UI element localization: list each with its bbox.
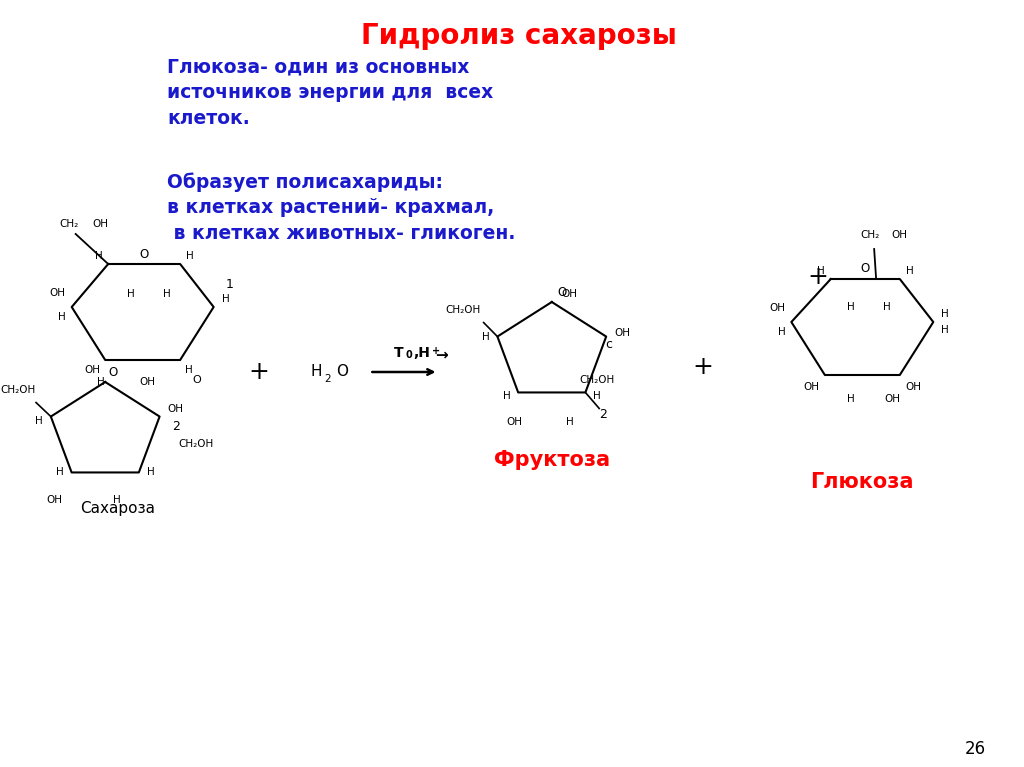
Text: +: +: [431, 346, 439, 356]
Text: 2: 2: [324, 374, 331, 384]
Text: H: H: [847, 302, 854, 312]
Text: O: O: [557, 285, 566, 298]
Text: OH: OH: [905, 382, 922, 392]
Text: 1: 1: [225, 278, 233, 291]
Text: H: H: [35, 416, 43, 426]
Text: H: H: [97, 377, 105, 387]
Text: Глюкоза: Глюкоза: [811, 472, 914, 492]
Text: H: H: [503, 391, 510, 401]
Text: +: +: [249, 360, 269, 384]
Text: H: H: [777, 327, 785, 337]
Text: с: с: [605, 337, 612, 351]
Text: 2: 2: [599, 407, 607, 420]
Text: OH: OH: [168, 403, 183, 413]
Text: H: H: [941, 309, 949, 319]
Text: OH: OH: [506, 417, 522, 427]
Text: H: H: [114, 495, 121, 505]
Text: OH: OH: [803, 382, 819, 392]
Text: CH₂OH: CH₂OH: [178, 439, 213, 449]
Text: CH₂: CH₂: [59, 219, 79, 229]
Text: 2: 2: [172, 420, 180, 433]
Text: →: →: [435, 347, 449, 362]
Text: CH₂OH: CH₂OH: [580, 375, 614, 385]
Text: T: T: [394, 346, 403, 360]
Text: CH₂: CH₂: [860, 230, 880, 240]
Text: OH: OH: [139, 377, 156, 387]
Text: O: O: [193, 375, 202, 385]
Text: OH: OH: [769, 303, 785, 313]
Text: CH₂OH: CH₂OH: [1, 385, 36, 395]
Text: 0: 0: [406, 350, 413, 360]
Text: H: H: [941, 325, 949, 335]
Text: Фруктоза: Фруктоза: [494, 450, 610, 470]
Text: Образует полисахариды:
в клетках растений- крахмал,
 в клетках животных- гликоге: Образует полисахариды: в клетках растени…: [167, 172, 516, 243]
Text: O: O: [139, 249, 148, 262]
Text: OH: OH: [892, 230, 908, 240]
Text: +: +: [808, 265, 828, 289]
Text: OH: OH: [92, 219, 109, 229]
Text: OH: OH: [46, 495, 62, 505]
Text: H: H: [186, 251, 194, 261]
Text: CH₂OH: CH₂OH: [445, 305, 480, 315]
Text: OH: OH: [50, 288, 66, 298]
Text: H: H: [164, 289, 171, 299]
Text: H: H: [593, 391, 601, 401]
Text: O: O: [336, 364, 348, 380]
Text: OH: OH: [84, 365, 100, 375]
Text: H: H: [905, 266, 913, 276]
Text: Глюкоза- один из основных
источников энергии для  всех
клеток.: Глюкоза- один из основных источников эне…: [167, 57, 494, 127]
Text: OH: OH: [561, 289, 578, 299]
Text: O: O: [109, 366, 118, 378]
Text: 26: 26: [965, 740, 985, 758]
Text: H: H: [58, 312, 66, 322]
Text: H: H: [146, 467, 155, 477]
Text: H: H: [56, 467, 63, 477]
Text: H: H: [221, 294, 229, 304]
Text: OH: OH: [614, 328, 630, 337]
Text: H: H: [127, 289, 135, 299]
Text: H: H: [883, 302, 891, 312]
Text: H: H: [847, 394, 854, 404]
Text: H: H: [94, 251, 102, 261]
Text: OH: OH: [884, 394, 900, 404]
Text: Гидролиз сахарозы: Гидролиз сахарозы: [361, 22, 677, 50]
Text: H: H: [565, 417, 573, 427]
Text: ,H: ,H: [414, 346, 431, 360]
Text: H: H: [310, 364, 322, 380]
Text: O: O: [860, 262, 870, 275]
Text: H: H: [817, 266, 825, 276]
Text: H: H: [185, 365, 193, 375]
Text: H: H: [481, 331, 489, 341]
Text: +: +: [692, 355, 713, 379]
Text: Сахароза: Сахароза: [81, 502, 156, 516]
